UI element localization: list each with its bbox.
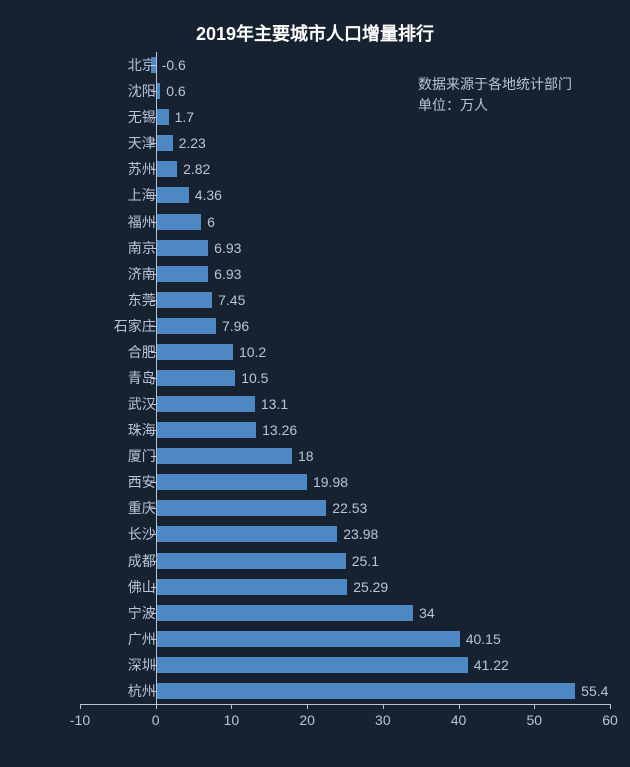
x-tick (231, 704, 232, 709)
x-tick-label: 20 (299, 712, 315, 728)
bar-row: 沈阳0.6 (80, 78, 610, 104)
bar-row: 天津2.23 (80, 130, 610, 156)
bar-rect (156, 396, 255, 412)
bar-rect (156, 500, 327, 516)
plot-area: 北京-0.6沈阳0.6无锡1.7天津2.23苏州2.82上海4.36福州6南京6… (80, 52, 610, 732)
bar-value-label: 2.23 (179, 135, 206, 151)
y-axis-line (156, 52, 157, 704)
bar-row: 宁波34 (80, 600, 610, 626)
bar-row: 青岛10.5 (80, 365, 610, 391)
bar-value-label: 6.93 (214, 240, 241, 256)
bar-row: 苏州2.82 (80, 156, 610, 182)
bar-rect (156, 135, 173, 151)
x-tick (610, 704, 611, 709)
bar-row: 武汉13.1 (80, 391, 610, 417)
bar-rect (156, 448, 292, 464)
bar-rect (156, 161, 177, 177)
bar-row: 成都25.1 (80, 548, 610, 574)
bar-value-label: 13.26 (262, 422, 297, 438)
bar-value-label: 55.4 (581, 683, 608, 699)
bar-value-label: 40.15 (466, 631, 501, 647)
bar-rect (156, 240, 208, 256)
chart-container: 2019年主要城市人口增量排行 数据来源于各地统计部门 单位：万人 北京-0.6… (0, 0, 630, 767)
x-tick-label: 30 (375, 712, 391, 728)
bar-value-label: 13.1 (261, 396, 288, 412)
bar-rect (156, 344, 233, 360)
bar-value-label: 10.5 (241, 370, 268, 386)
bar-value-label: 25.29 (353, 579, 388, 595)
x-tick (80, 704, 81, 709)
bar-row: 厦门18 (80, 443, 610, 469)
x-tick (156, 704, 157, 709)
x-tick-label: 40 (451, 712, 467, 728)
bar-value-label: 7.45 (218, 292, 245, 308)
bar-rect (156, 605, 413, 621)
bar-row: 东莞7.45 (80, 287, 610, 313)
bar-rect (156, 266, 208, 282)
bar-value-label: 1.7 (175, 109, 194, 125)
bar-value-label: 34 (419, 605, 435, 621)
bar-rect (156, 370, 236, 386)
bar-rect (156, 657, 468, 673)
bar-row: 杭州55.4 (80, 678, 610, 704)
bar-value-label: 22.53 (332, 500, 367, 516)
bar-rect (156, 109, 169, 125)
bar-value-label: 25.1 (352, 553, 379, 569)
bar-row: 福州6 (80, 208, 610, 234)
bar-value-label: 10.2 (239, 344, 266, 360)
x-tick (459, 704, 460, 709)
bar-value-label: 23.98 (343, 526, 378, 542)
bar-rect (156, 422, 256, 438)
bar-city-label: 石家庄 (114, 316, 156, 336)
bar-row: 重庆22.53 (80, 495, 610, 521)
bar-row: 珠海13.26 (80, 417, 610, 443)
chart-title: 2019年主要城市人口增量排行 (0, 20, 630, 46)
bar-rect (156, 526, 338, 542)
x-tick-label: 10 (224, 712, 240, 728)
x-axis-line (80, 704, 610, 705)
bar-value-label: 41.22 (474, 657, 509, 673)
bar-rect (156, 579, 347, 595)
bar-value-label: 19.98 (313, 474, 348, 490)
bar-value-label: 2.82 (183, 161, 210, 177)
bar-value-label: 7.96 (222, 318, 249, 334)
bar-row: 石家庄 7.96 (80, 313, 610, 339)
bar-row: 无锡1.7 (80, 104, 610, 130)
bar-rect (156, 553, 346, 569)
bar-row: 西安19.98 (80, 469, 610, 495)
x-tick-label: 0 (152, 712, 160, 728)
bar-rect (156, 187, 189, 203)
bar-row: 上海4.36 (80, 182, 610, 208)
bar-row: 北京-0.6 (80, 52, 610, 78)
x-tick-label: -10 (70, 712, 90, 728)
bar-row: 深圳41.22 (80, 652, 610, 678)
bar-value-label: 6.93 (214, 266, 241, 282)
bar-row: 佛山25.29 (80, 574, 610, 600)
bar-row: 长沙23.98 (80, 521, 610, 547)
bar-rect (156, 683, 575, 699)
x-tick (383, 704, 384, 709)
x-tick (534, 704, 535, 709)
bars-region: 北京-0.6沈阳0.6无锡1.7天津2.23苏州2.82上海4.36福州6南京6… (80, 52, 610, 732)
bar-value-label: 4.36 (195, 187, 222, 203)
bar-row: 合肥10.2 (80, 339, 610, 365)
bar-rect (156, 631, 460, 647)
bar-rect (156, 292, 212, 308)
bar-row: 济南6.93 (80, 261, 610, 287)
x-tick-label: 60 (602, 712, 618, 728)
bar-value-label: 0.6 (166, 83, 185, 99)
bar-row: 广州40.15 (80, 626, 610, 652)
x-tick (307, 704, 308, 709)
x-tick-label: 50 (526, 712, 542, 728)
bar-row: 南京6.93 (80, 235, 610, 261)
bar-value-label: 18 (298, 448, 314, 464)
bar-rect (156, 214, 201, 230)
bar-value-label: 6 (207, 214, 215, 230)
bar-value-label: -0.6 (162, 57, 186, 73)
bar-rect (156, 318, 216, 334)
bar-rect (156, 474, 307, 490)
